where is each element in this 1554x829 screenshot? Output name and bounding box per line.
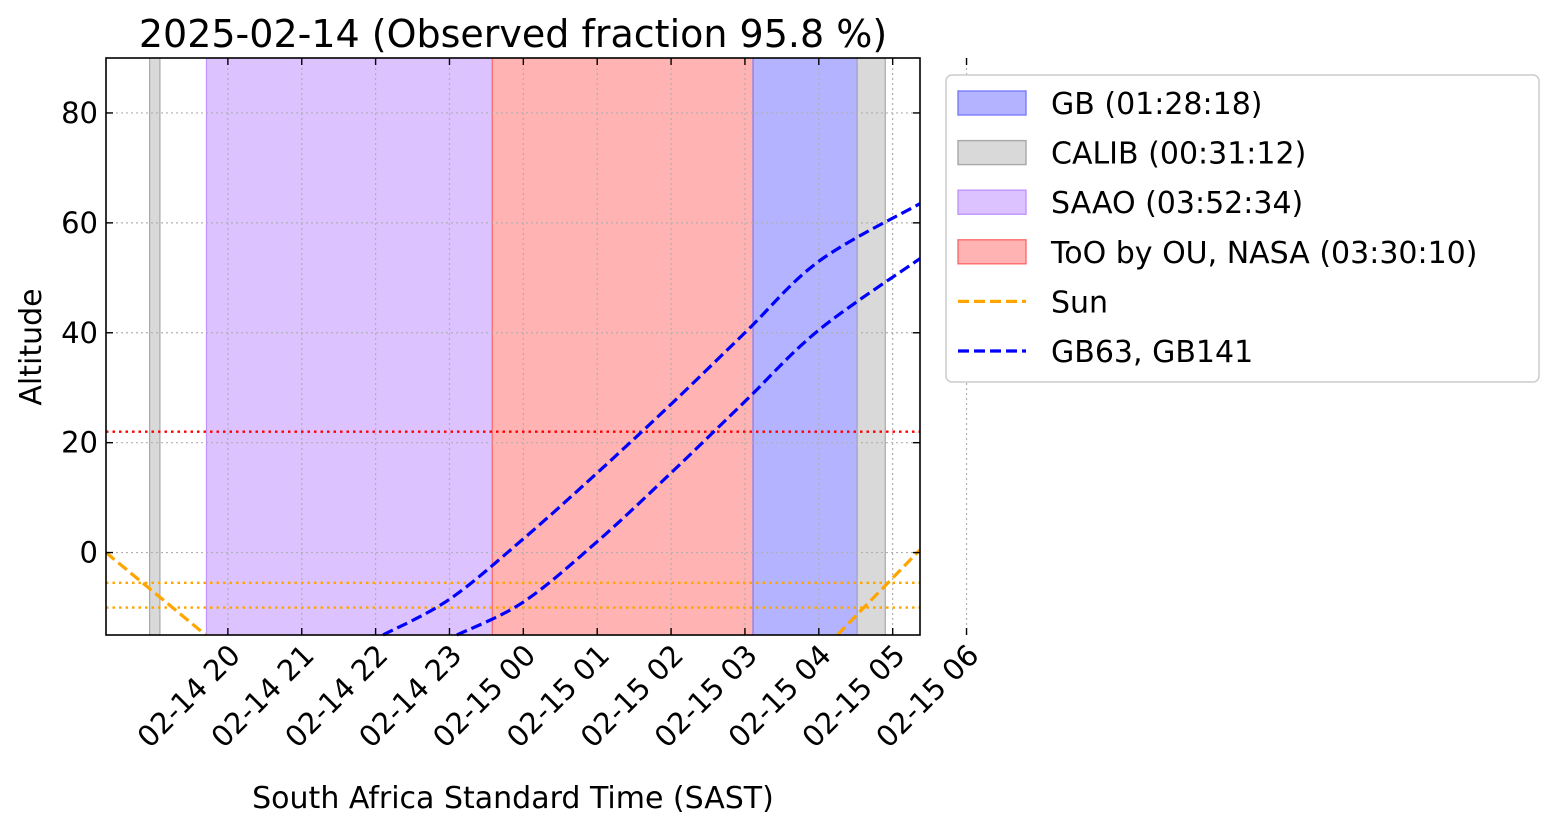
- legend-label: SAAO (03:52:34): [1051, 186, 1303, 221]
- y-tick-label: 60: [61, 206, 98, 240]
- legend-swatch: [957, 139, 1027, 166]
- legend-label: Sun: [1051, 285, 1108, 320]
- legend-label: GB63, GB141: [1051, 335, 1253, 370]
- block-calib-4: [857, 58, 886, 635]
- y-tick-label: 80: [61, 96, 98, 130]
- legend: GB (01:28:18) CALIB (00:31:12) SAAO (03:52…: [945, 74, 1540, 383]
- y-axis-label: Altitude: [14, 288, 49, 405]
- legend-swatch: [957, 90, 1027, 116]
- x-axis-label: South Africa Standard Time (SAST): [252, 781, 774, 816]
- legend-label: CALIB (00:31:12): [1051, 137, 1306, 172]
- series-line-gb63-gb141-3: [456, 257, 921, 637]
- y-tick-label: 20: [61, 426, 98, 460]
- series-line-sun-0: [104, 551, 207, 637]
- block-too-by-ou-nasa-2: [492, 58, 754, 635]
- block-saao-1: [206, 58, 493, 635]
- y-tick-label: 40: [61, 316, 98, 350]
- legend-box: [945, 74, 1540, 383]
- y-tick-label: 0: [80, 536, 98, 570]
- chart-title: 2025-02-14 (Observed fraction 95.8 %): [139, 12, 887, 56]
- legend-label: GB (01:28:18): [1051, 87, 1263, 122]
- axes-frame: [105, 57, 921, 636]
- legend-swatch: [957, 189, 1027, 215]
- legend-swatch: [957, 239, 1027, 265]
- legend-label: ToO by OU, NASA (03:30:10): [1050, 236, 1477, 271]
- block-gb-3: [753, 58, 858, 635]
- block-calib-0: [149, 58, 160, 635]
- series-line-gb63-gb141-2: [382, 202, 921, 637]
- series-line-sun-1: [836, 548, 922, 637]
